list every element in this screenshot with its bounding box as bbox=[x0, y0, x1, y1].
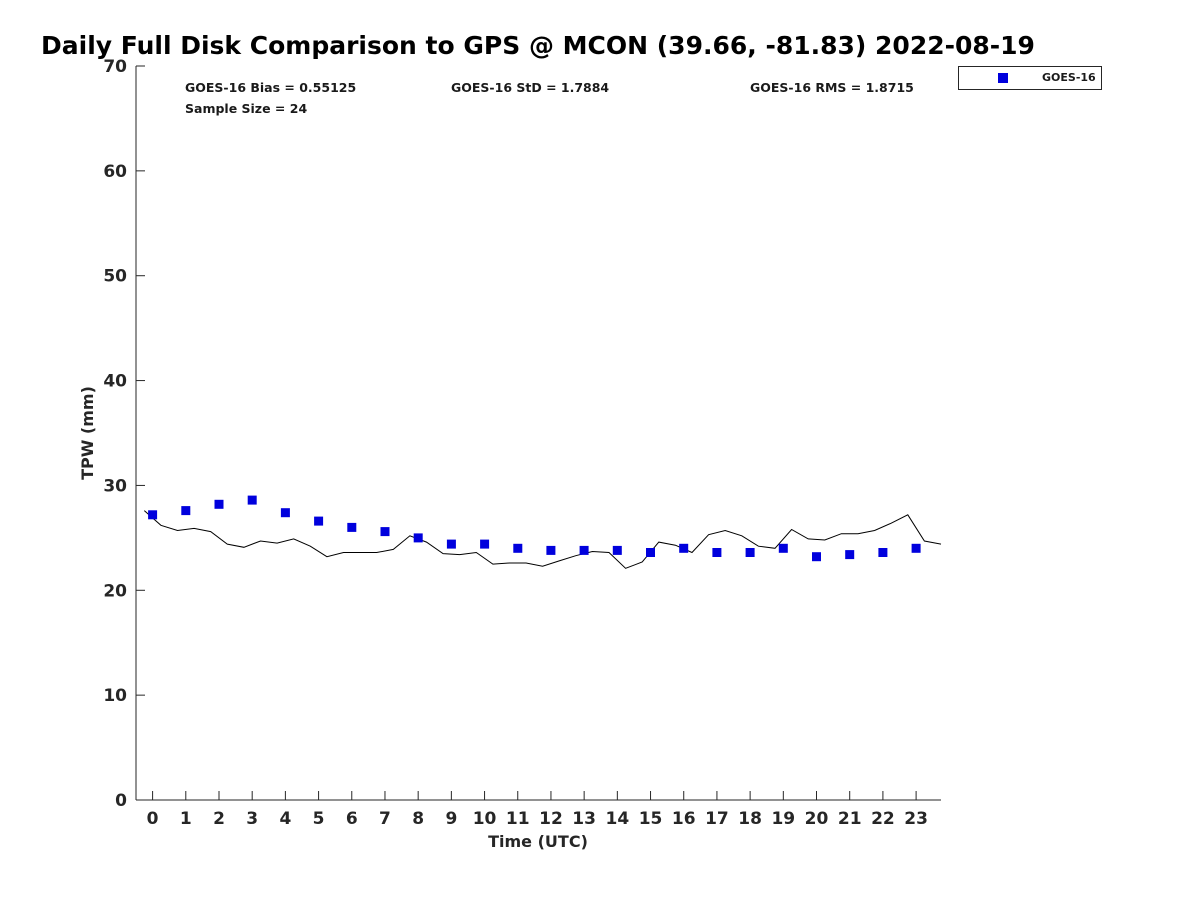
x-tick-label: 19 bbox=[771, 809, 795, 829]
x-tick-label: 21 bbox=[838, 809, 862, 829]
axes bbox=[135, 66, 941, 801]
x-ticks: 0 1 2 3 4 5 6 7 8 9 10 11 12 13 14 15 16 17 18 19 20 21 22 23 bbox=[147, 791, 928, 829]
y-tick-label: 50 bbox=[103, 267, 127, 287]
sample-size-stat: Sample Size = 24 bbox=[185, 101, 307, 116]
x-tick-label: 0 bbox=[147, 809, 159, 829]
x-tick-label: 23 bbox=[904, 809, 928, 829]
x-tick-label: 6 bbox=[346, 809, 358, 829]
goes16-point bbox=[579, 545, 589, 555]
goes16-point bbox=[845, 550, 855, 560]
goes16-point bbox=[247, 495, 257, 505]
x-tick-label: 18 bbox=[738, 809, 762, 829]
gps-line bbox=[143, 510, 942, 569]
x-tick-label: 13 bbox=[572, 809, 596, 829]
y-tick-label: 30 bbox=[103, 476, 127, 496]
goes16-series bbox=[148, 495, 921, 562]
goes16-point bbox=[778, 543, 788, 553]
legend-marker-goes16 bbox=[998, 73, 1008, 83]
x-tick-label: 20 bbox=[805, 809, 829, 829]
goes16-point bbox=[148, 510, 158, 520]
legend: GOES-16 bbox=[958, 66, 1102, 90]
x-tick-label: 11 bbox=[506, 809, 530, 829]
goes16-point bbox=[812, 552, 821, 562]
x-tick-label: 1 bbox=[180, 809, 192, 829]
y-tick-label: 20 bbox=[103, 581, 127, 601]
y-axis-label: TPW (mm) bbox=[78, 386, 97, 480]
bias-stat: GOES-16 Bias = 0.55125 bbox=[185, 80, 356, 95]
goes16-point bbox=[878, 548, 888, 557]
x-axis-label: Time (UTC) bbox=[488, 832, 588, 851]
goes16-point bbox=[413, 533, 423, 543]
y-ticks: 0 10 20 30 40 50 60 70 bbox=[103, 57, 145, 811]
gps-series bbox=[143, 510, 942, 569]
goes16-point bbox=[280, 508, 290, 518]
x-tick-label: 3 bbox=[246, 809, 258, 829]
goes16-point bbox=[446, 539, 456, 549]
y-tick-label: 70 bbox=[103, 57, 127, 77]
goes16-point bbox=[480, 539, 490, 549]
goes16-point bbox=[712, 548, 722, 557]
y-tick-label: 0 bbox=[115, 791, 127, 811]
goes16-point bbox=[181, 506, 191, 516]
x-tick-label: 16 bbox=[672, 809, 696, 829]
y-tick-label: 10 bbox=[103, 686, 127, 706]
goes16-point bbox=[314, 516, 324, 526]
goes16-point bbox=[546, 545, 556, 555]
y-tick-label: 40 bbox=[103, 372, 127, 392]
goes16-point bbox=[646, 548, 655, 557]
x-tick-label: 14 bbox=[606, 809, 630, 829]
std-stat: GOES-16 StD = 1.7884 bbox=[451, 80, 609, 95]
goes16-point bbox=[513, 543, 523, 553]
stats-annotations: GOES-16 Bias = 0.55125 GOES-16 StD = 1.7… bbox=[185, 80, 914, 116]
legend-label-goes16: GOES-16 bbox=[1042, 71, 1096, 84]
y-tick-label: 60 bbox=[103, 162, 127, 182]
x-tick-label: 10 bbox=[473, 809, 497, 829]
x-tick-label: 7 bbox=[379, 809, 391, 829]
goes16-point bbox=[347, 522, 357, 532]
goes16-point bbox=[380, 527, 390, 537]
x-tick-label: 9 bbox=[445, 809, 457, 829]
goes16-point bbox=[745, 548, 755, 557]
x-tick-label: 17 bbox=[705, 809, 729, 829]
legend-box bbox=[958, 66, 1102, 90]
rms-stat: GOES-16 RMS = 1.8715 bbox=[750, 80, 914, 95]
x-tick-label: 5 bbox=[313, 809, 325, 829]
goes16-point bbox=[911, 543, 921, 553]
goes16-point bbox=[679, 543, 689, 553]
x-tick-label: 2 bbox=[213, 809, 225, 829]
x-tick-label: 15 bbox=[639, 809, 663, 829]
x-tick-label: 8 bbox=[412, 809, 424, 829]
goes16-point bbox=[612, 545, 622, 555]
x-tick-label: 4 bbox=[279, 809, 291, 829]
chart-title: Daily Full Disk Comparison to GPS @ MCON… bbox=[41, 31, 1035, 60]
x-tick-label: 22 bbox=[871, 809, 895, 829]
goes16-point bbox=[214, 499, 224, 509]
x-tick-label: 12 bbox=[539, 809, 563, 829]
